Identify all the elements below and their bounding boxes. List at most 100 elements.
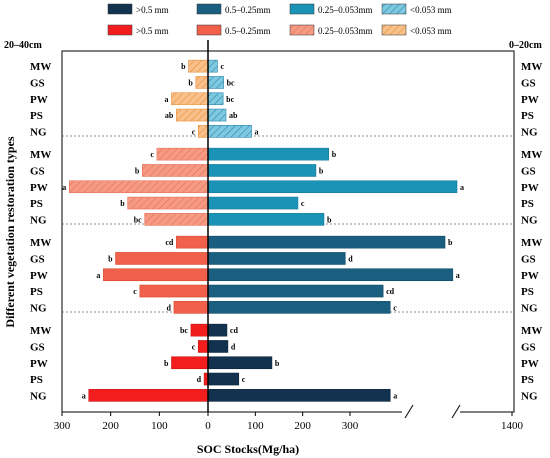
- legend-label: 0.25–0.053mm: [318, 5, 373, 15]
- sig-letter-left: a: [165, 95, 169, 104]
- category-label-right: MW: [521, 325, 542, 337]
- bar-left: [139, 284, 209, 298]
- category-label-left: GS: [30, 165, 45, 177]
- bar-right: [207, 76, 224, 89]
- plot-frame: [61, 50, 515, 413]
- bar-right: [207, 268, 454, 282]
- category-label-left: PW: [30, 94, 48, 106]
- bar-left: [173, 301, 209, 314]
- category-label-right: PS: [521, 110, 534, 122]
- sig-letter-right: a: [456, 271, 460, 280]
- legend-swatch: [107, 24, 133, 36]
- category-label-right: NG: [521, 214, 538, 226]
- bar-left: [115, 252, 209, 265]
- bar-right: [207, 92, 224, 106]
- x-tick-label: 200: [102, 420, 119, 432]
- sig-letter-left: a: [82, 391, 86, 400]
- bar-right: [207, 301, 391, 314]
- x-tick-label: 100: [247, 420, 264, 432]
- sig-letter-right: cd: [386, 287, 395, 296]
- x-tick-label: 300: [342, 420, 359, 432]
- category-label-left: NG: [30, 302, 47, 314]
- sig-letter-right: c: [301, 199, 305, 208]
- sig-letter-right: b: [332, 150, 337, 159]
- legend-label: >0.5 mm: [136, 5, 169, 15]
- sig-letter-left: cd: [165, 238, 174, 247]
- category-label-left: NG: [30, 214, 47, 226]
- category-label-right: GS: [521, 253, 536, 265]
- bar-right: [207, 108, 227, 122]
- category-label-right: NG: [521, 126, 538, 138]
- category-label-left: PW: [30, 270, 48, 282]
- bar-right: [207, 389, 391, 402]
- sig-letter-left: b: [181, 62, 186, 71]
- sig-letter-right: c: [242, 375, 246, 384]
- sig-letter-right: a: [393, 391, 397, 400]
- legend-swatch: [107, 3, 133, 15]
- category-label-right: GS: [521, 77, 536, 89]
- y-axis-title: Different vegetation restoration types: [3, 136, 17, 328]
- bar-right: [207, 284, 384, 298]
- category-label-right: PW: [521, 182, 539, 194]
- sig-letter-left: d: [166, 303, 171, 312]
- x-axis-title: SOC Stocks(Mg/ha): [197, 442, 299, 456]
- bar-left: [176, 108, 209, 122]
- legend-label: 0.5–0.25mm: [225, 5, 271, 15]
- category-label-left: PS: [30, 198, 43, 210]
- category-label-right: MW: [521, 149, 542, 161]
- bar-left: [156, 147, 209, 161]
- sig-letter-right: b: [448, 238, 453, 247]
- bar-right: [207, 235, 446, 249]
- sig-letter-left: a: [96, 271, 100, 280]
- legend-label: <0.053 mm: [410, 26, 452, 36]
- sig-letter-left: bc: [134, 215, 142, 224]
- bar-left: [188, 59, 209, 73]
- category-label-right: NG: [521, 390, 538, 402]
- bar-left: [195, 76, 209, 89]
- category-labels: MW MW GS GS PW PW PS PS NG NG MW MW GS GS PW PW PS PS NG NG…: [30, 61, 542, 402]
- sig-letter-left: b: [120, 199, 125, 208]
- sig-letter-right: b: [275, 359, 280, 368]
- sig-letter-left: c: [150, 150, 154, 159]
- x-tick-label: 200: [294, 420, 311, 432]
- x-tick-label: 0: [205, 420, 211, 432]
- sig-letter-right: bc: [226, 95, 234, 104]
- legend-swatch: [381, 24, 407, 36]
- bar-right: [207, 164, 317, 177]
- sig-letter-right: bc: [227, 78, 235, 87]
- sig-letter-left: b: [164, 359, 169, 368]
- legend-swatch: [289, 24, 315, 36]
- x-tick-label: 1400: [501, 420, 524, 432]
- sig-letter-left: b: [188, 78, 193, 87]
- bar-left: [176, 235, 209, 249]
- category-label-left: PS: [30, 286, 43, 298]
- sig-letter-right: a: [255, 127, 259, 136]
- sig-letter-left: a: [62, 183, 66, 192]
- category-label-right: NG: [521, 302, 538, 314]
- sig-letter-left: c: [192, 342, 196, 351]
- bar-right: [207, 372, 240, 386]
- category-label-left: PW: [30, 182, 48, 194]
- category-label-right: MW: [521, 61, 542, 73]
- bar-left: [171, 92, 209, 106]
- category-label-left: GS: [30, 341, 45, 353]
- sig-letter-right: b: [327, 215, 332, 224]
- bar-left: [103, 268, 209, 282]
- sig-letter-left: bc: [180, 326, 188, 335]
- bar-right: [207, 213, 325, 226]
- legend-label: 0.25–0.053mm: [318, 26, 373, 36]
- sig-letter-right: d: [231, 342, 236, 351]
- category-label-left: NG: [30, 126, 47, 138]
- x-tick-label: 100: [151, 420, 168, 432]
- sig-letter-left: b: [108, 254, 113, 263]
- category-label-left: NG: [30, 390, 47, 402]
- bar-right: [207, 59, 218, 73]
- bar-right: [207, 180, 458, 194]
- legend-label: <0.053 mm: [410, 5, 452, 15]
- left-panel-label: 20–40cm: [4, 40, 42, 51]
- category-label-right: MW: [521, 237, 542, 249]
- category-label-left: PS: [30, 374, 43, 386]
- bar-right: [207, 147, 329, 161]
